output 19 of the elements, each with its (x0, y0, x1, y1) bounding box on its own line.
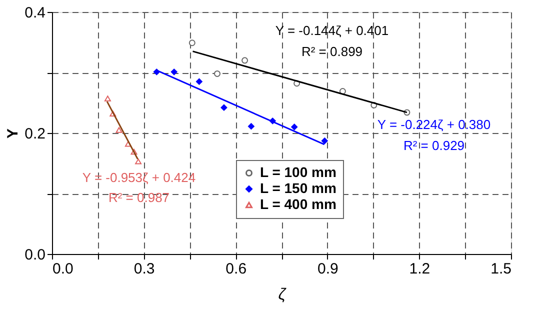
x-tick-label: 0.9 (317, 260, 338, 278)
y-axis-title: Y (4, 128, 22, 139)
annotation: Y = -0.144ζ + 0.401 (275, 23, 389, 38)
y-tick-label: 0.2 (24, 126, 46, 142)
annotation: Y = -0.224ζ + 0.380 (377, 117, 491, 132)
y-tick-label: 0.0 (24, 246, 46, 264)
legend-label: L = 100 mm (260, 164, 336, 180)
annotation: Y = -0.953ζ + 0.424 (82, 170, 196, 185)
y-tick-label: 0.4 (24, 4, 46, 22)
x-tick-label: 0.0 (52, 260, 74, 278)
x-tick-label: 1.5 (490, 260, 512, 278)
x-tick-label: 0.6 (226, 260, 247, 278)
legend-label: L = 400 mm (260, 196, 336, 212)
annotation: R² = 0.899 (301, 44, 363, 59)
x-tick-label: 1.2 (409, 260, 430, 278)
annotation: R² = 0.929 (403, 138, 465, 153)
x-tick-label: 0.3 (134, 260, 155, 278)
x-axis-title: ζ (278, 286, 288, 304)
legend-label: L = 150 mm (260, 180, 336, 196)
